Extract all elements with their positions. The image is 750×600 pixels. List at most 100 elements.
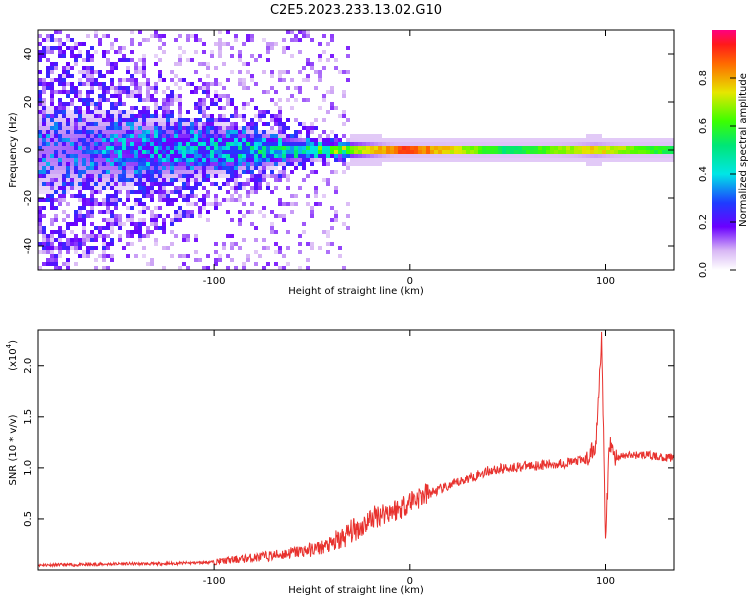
spectrogram-cell xyxy=(186,34,190,38)
spectrogram-cell xyxy=(38,178,42,182)
spectrogram-cell xyxy=(318,150,322,154)
spectrogram-cell xyxy=(138,150,142,154)
spectrogram-cell xyxy=(210,162,214,166)
spectrogram-cell xyxy=(610,138,614,142)
spectrogram-cell xyxy=(94,202,98,206)
spectrogram-cell xyxy=(86,154,90,158)
spectrogram-cell xyxy=(570,154,574,158)
spectrogram-cell xyxy=(550,150,554,154)
spectrogram-cell xyxy=(406,146,410,150)
snr-xtick-label: 100 xyxy=(596,576,615,587)
spectrogram-cell xyxy=(522,154,526,158)
spectrogram-cell xyxy=(506,158,510,162)
spectrogram-cell xyxy=(274,114,278,118)
spectrogram-cell xyxy=(334,142,338,146)
spectrogram-cell xyxy=(206,94,210,98)
spectrogram-cell xyxy=(54,110,58,114)
spectrogram-cell xyxy=(90,78,94,82)
spectrogram-cell xyxy=(38,54,42,58)
spectrogram-cell xyxy=(406,158,410,162)
spectrogram-cell xyxy=(142,222,146,226)
spectrogram-cell xyxy=(82,158,86,162)
spectrogram-cell xyxy=(242,106,246,110)
spectrogram-cell xyxy=(226,126,230,130)
spectrogram-cell xyxy=(158,158,162,162)
spectrogram-cell xyxy=(382,154,386,158)
spectrogram-cell xyxy=(466,146,470,150)
spectrogram-cell xyxy=(402,154,406,158)
spectrogram-cell xyxy=(518,154,522,158)
spectrogram-cell xyxy=(346,142,350,146)
spectrogram-cell xyxy=(234,170,238,174)
spectrogram-cell xyxy=(50,162,54,166)
spectrogram-cell xyxy=(338,154,342,158)
spectrogram-cell xyxy=(122,150,126,154)
spectrogram-cell xyxy=(158,46,162,50)
spectrogram-cell xyxy=(186,170,190,174)
spectrogram-cell xyxy=(66,122,70,126)
spectrogram-cell xyxy=(178,266,182,270)
spectrogram-cell xyxy=(322,138,326,142)
spectrogram-cell xyxy=(150,230,154,234)
spectrogram-cell xyxy=(38,218,42,222)
spectrogram-cell xyxy=(66,38,70,42)
spectrogram-cell xyxy=(278,250,282,254)
spectrogram-cell xyxy=(206,150,210,154)
spectrogram-cell xyxy=(214,206,218,210)
spectrogram-cell xyxy=(174,210,178,214)
spectrogram-cell xyxy=(250,130,254,134)
spectrogram-cell xyxy=(538,146,542,150)
spectrogram-cell xyxy=(246,182,250,186)
spectrogram-cell xyxy=(330,130,334,134)
spectrogram-cell xyxy=(162,218,166,222)
spectrogram-cell xyxy=(82,58,86,62)
spectrogram-cell xyxy=(114,178,118,182)
spectrogram-cell xyxy=(330,150,334,154)
spectrogram-cell xyxy=(494,138,498,142)
spectrogram-cell xyxy=(82,154,86,158)
spectrogram-cell xyxy=(530,158,534,162)
spectrogram-cell xyxy=(214,202,218,206)
spectrogram-cell xyxy=(158,174,162,178)
spectrogram-cell xyxy=(170,94,174,98)
spectrogram-cell xyxy=(138,238,142,242)
spectrogram-cell xyxy=(150,186,154,190)
spectrogram-cell xyxy=(106,50,110,54)
spectrogram-cell xyxy=(126,198,130,202)
spectrogram-cell xyxy=(222,158,226,162)
spectrogram-cell xyxy=(130,206,134,210)
spectrogram-cell xyxy=(618,158,622,162)
spectrogram-cell xyxy=(94,138,98,142)
spectrogram-cell xyxy=(158,154,162,158)
spectrogram-cell xyxy=(46,190,50,194)
spectrogram-cell xyxy=(130,222,134,226)
spectrogram-cell xyxy=(590,138,594,142)
spectrogram-cell xyxy=(54,246,58,250)
spectrogram-cell xyxy=(70,154,74,158)
spectrogram-cell xyxy=(146,122,150,126)
spectrogram-cell xyxy=(78,142,82,146)
spectrogram-cell xyxy=(638,154,642,158)
spectrogram-cell xyxy=(118,146,122,150)
spectrogram-cell xyxy=(250,222,254,226)
spectrogram-cell xyxy=(370,142,374,146)
spectrogram-cell xyxy=(294,98,298,102)
spectrogram-cell xyxy=(178,78,182,82)
spectrogram-cell xyxy=(146,178,150,182)
spectrogram-cell xyxy=(202,126,206,130)
spectrogram-cell xyxy=(178,218,182,222)
spectrogram-cell xyxy=(118,190,122,194)
spectrogram-cell xyxy=(38,206,42,210)
spectrogram-cell xyxy=(78,110,82,114)
spectrogram-cell xyxy=(70,174,74,178)
spectrogram-cell xyxy=(670,158,674,162)
spectrogram-cell xyxy=(346,70,350,74)
spectrogram-cell xyxy=(246,166,250,170)
spectrogram-cell xyxy=(174,198,178,202)
spectrogram-cell xyxy=(62,134,66,138)
spectrogram-cell xyxy=(74,90,78,94)
spectrogram-cell xyxy=(330,86,334,90)
spectrogram-cell xyxy=(158,190,162,194)
spectrogram-cell xyxy=(378,134,382,138)
spectrogram-cell xyxy=(138,94,142,98)
